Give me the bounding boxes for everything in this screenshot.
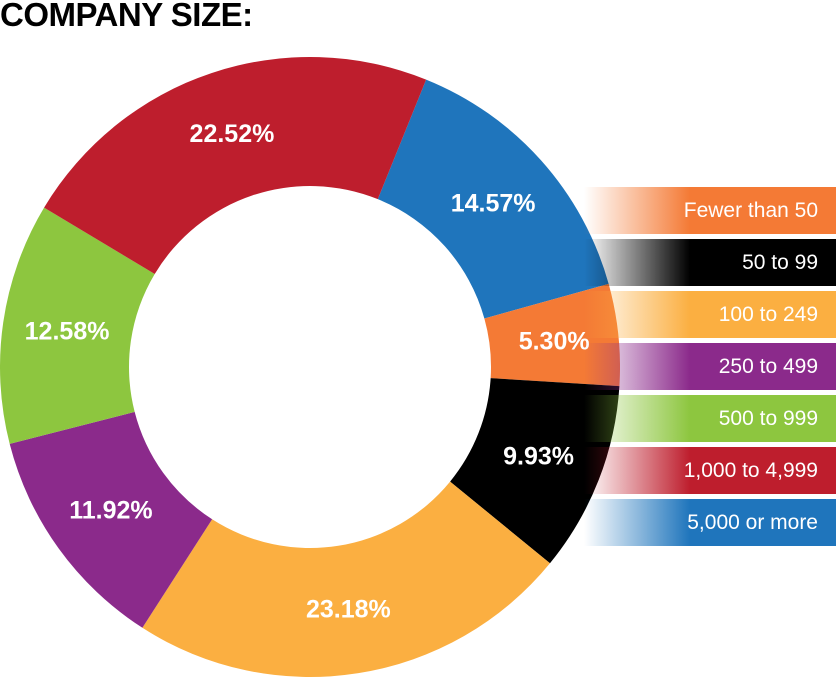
slice-50-to-99 — [450, 378, 620, 564]
donut-chart: 14.57% 5.30% 9.93% 23.18% 11.92% 12.58% 22.52% — [0, 56, 620, 677]
slice-label-5-000-or-more: 14.57% — [451, 189, 536, 217]
slice-250-to-499 — [9, 411, 213, 628]
slice-100-to-249 — [142, 481, 550, 677]
legend-label: 5,000 or more — [687, 510, 818, 534]
legend-item-50-to-99: 50 to 99 — [584, 239, 836, 286]
slice-5-000-or-more — [377, 79, 609, 319]
slice-500-to-999 — [0, 207, 155, 444]
slice-label-1-000-to-4-999: 22.52% — [190, 120, 275, 148]
legend-item-500-to-999: 500 to 999 — [584, 395, 836, 442]
slice-label-250-to-499: 11.92% — [69, 497, 152, 525]
legend-item-1-000-to-4-999: 1,000 to 4,999 — [584, 447, 836, 494]
slice-label-100-to-249: 23.18% — [306, 595, 391, 623]
chart-title: COMPANY SIZE: — [0, 0, 253, 33]
legend-label: Fewer than 50 — [683, 198, 818, 222]
legend-label: 250 to 499 — [718, 354, 818, 378]
legend-label: 500 to 999 — [718, 406, 818, 430]
legend-item-250-to-499: 250 to 499 — [584, 343, 836, 390]
slice-label-fewer-than-50: 5.30% — [519, 327, 590, 355]
legend-item-5-000-or-more: 5,000 or more — [584, 499, 836, 546]
legend-item-100-to-249: 100 to 249 — [584, 291, 836, 338]
legend-label: 50 to 99 — [742, 250, 818, 274]
slice-label-500-to-999: 12.58% — [25, 318, 110, 346]
legend-item-fewer-than-50: Fewer than 50 — [584, 187, 836, 234]
legend-label: 100 to 249 — [718, 302, 818, 326]
slice-label-50-to-99: 9.93% — [503, 443, 574, 471]
chart-legend: Fewer than 50 50 to 99 100 to 249 250 to 49… — [584, 187, 836, 551]
slice-1-000-to-4-999 — [44, 56, 427, 274]
legend-label: 1,000 to 4,999 — [683, 458, 818, 482]
